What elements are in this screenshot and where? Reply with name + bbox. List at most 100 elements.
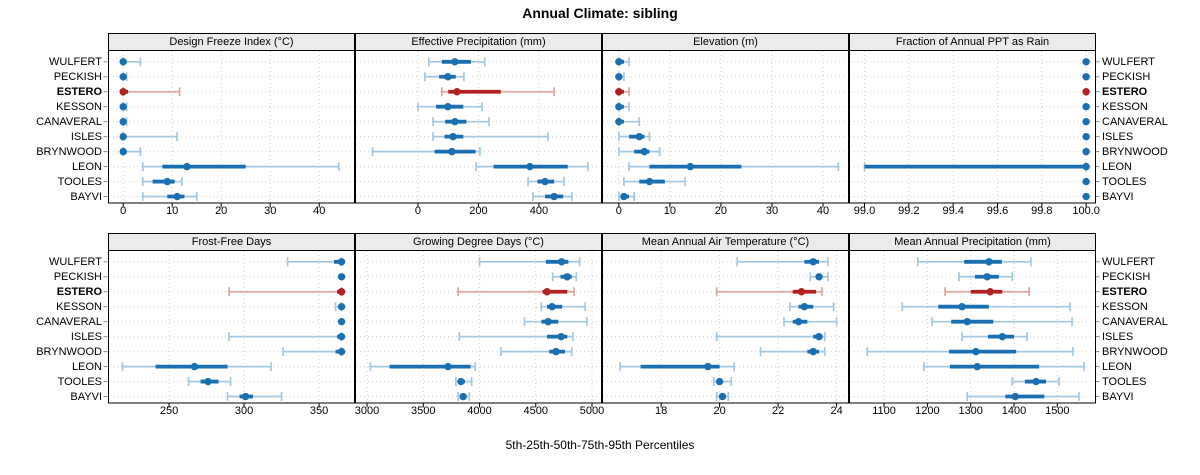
- axis-tick-label: 300: [234, 405, 254, 417]
- axis-tick-label: 4000: [467, 405, 492, 417]
- axis-tick-label: 22: [771, 405, 785, 417]
- median-dot-isles: [998, 332, 1007, 341]
- row-label-left-bayvi: BAYVI: [70, 190, 102, 203]
- median-dot-isles: [635, 132, 643, 141]
- median-dot-kesson: [444, 103, 452, 111]
- axis-tick-label: 99.0: [853, 205, 876, 217]
- median-dot-estero: [119, 88, 127, 96]
- median-dot-wulfert: [337, 258, 346, 266]
- axis-tick-label: 40: [313, 205, 326, 217]
- row-label-right-bayvi: BAYVI: [1102, 390, 1134, 403]
- row-label-left-estero: ESTERO: [56, 285, 102, 298]
- median-dot-isles: [119, 132, 127, 141]
- row-label-right-estero: ESTERO: [1102, 285, 1148, 298]
- median-dot-kesson: [615, 103, 623, 111]
- axis-tick-label: 4500: [523, 405, 548, 417]
- axis-tick-label: 0: [615, 205, 622, 217]
- median-dot-leon: [1082, 162, 1090, 171]
- chart-title: Annual Climate: sibling: [522, 5, 678, 21]
- axis-tick-label: 24: [830, 405, 843, 417]
- median-dot-estero: [797, 288, 806, 296]
- panel-plot-4: [849, 50, 1100, 208]
- median-dot-wulfert: [1082, 58, 1090, 66]
- axis-tick-label: 99.8: [1031, 205, 1053, 217]
- row-label-left-leon: LEON: [72, 160, 102, 173]
- row-label-right-peckish: PECKISH: [1102, 70, 1151, 83]
- median-dot-tooles: [541, 177, 549, 186]
- axis-tick-label: 350: [309, 405, 329, 417]
- axis-tick-label: 10: [663, 205, 676, 217]
- median-dot-bayvi: [1082, 192, 1090, 201]
- panel-plot-2: [355, 50, 602, 208]
- row-label-left-leon: LEON: [72, 360, 102, 373]
- axis-tick-label: 20: [713, 405, 726, 417]
- median-dot-kesson: [958, 303, 966, 311]
- panel-plot-7: [602, 250, 849, 408]
- row-label-right-isles: ISLES: [1102, 130, 1134, 143]
- median-dot-canaveral: [119, 117, 127, 126]
- axis-tick-label: 99.4: [942, 205, 964, 217]
- median-dot-kesson: [1082, 103, 1090, 111]
- panel-strip-title: Elevation (m): [602, 33, 849, 51]
- median-dot-bayvi: [241, 392, 250, 401]
- row-label-right-brynwood: BRYNWOOD: [1102, 345, 1168, 358]
- axis-tick-label: 40: [816, 205, 830, 217]
- row-label-right-peckish: PECKISH: [1102, 270, 1151, 283]
- median-dot-tooles: [1082, 177, 1090, 186]
- panel-plot-1: [103, 50, 355, 208]
- axis-tick-label: 1100: [872, 405, 896, 417]
- median-dot-peckish: [119, 73, 127, 81]
- axis-tick-label: 5000: [579, 405, 605, 417]
- panel-strip-title: Mean Annual Air Temperature (°C): [602, 233, 849, 251]
- row-label-left-isles: ISLES: [70, 330, 102, 343]
- median-dot-isles: [557, 332, 565, 341]
- median-dot-bayvi: [1011, 392, 1020, 401]
- median-dot-leon: [526, 162, 534, 171]
- axis-tick-label: 3000: [354, 405, 380, 417]
- median-dot-kesson: [548, 303, 556, 311]
- median-dot-brynwood: [1082, 147, 1090, 156]
- median-dot-wulfert: [557, 258, 566, 266]
- median-dot-bayvi: [718, 392, 727, 401]
- row-label-right-wulfert: WULFERT: [1102, 255, 1155, 268]
- row-label-left-kesson: KESSON: [56, 100, 102, 113]
- median-dot-estero: [1082, 88, 1090, 96]
- median-dot-bayvi: [550, 192, 558, 201]
- axis-tick-label: 100.0: [1072, 205, 1100, 217]
- axis-tick-label: 400: [529, 205, 549, 217]
- panel-plot-8: [849, 250, 1100, 408]
- panel-plot-6: [355, 250, 602, 408]
- row-label-right-wulfert: WULFERT: [1102, 55, 1155, 68]
- axis-tick-label: 1300: [958, 405, 983, 417]
- row-label-right-brynwood: BRYNWOOD: [1102, 145, 1168, 158]
- axis-tick-label: 20: [714, 205, 728, 217]
- row-label-left-peckish: PECKISH: [53, 270, 102, 283]
- median-dot-kesson: [337, 303, 346, 311]
- median-dot-peckish: [444, 73, 452, 81]
- axis-tick-label: 10: [166, 205, 179, 217]
- median-dot-isles: [337, 332, 346, 341]
- panel-strip-title: Mean Annual Precipitation (mm): [849, 233, 1096, 251]
- median-dot-isles: [1082, 132, 1090, 141]
- row-label-right-canaveral: CANAVERAL: [1102, 315, 1168, 328]
- median-dot-wulfert: [451, 58, 459, 66]
- median-dot-canaveral: [963, 317, 971, 326]
- median-dot-isles: [815, 332, 823, 341]
- median-dot-estero: [453, 88, 461, 96]
- median-dot-bayvi: [620, 192, 628, 201]
- median-dot-bayvi: [459, 392, 467, 401]
- median-dot-leon: [973, 362, 981, 371]
- axis-tick-label: 1200: [915, 405, 940, 417]
- row-label-right-tooles: TOOLES: [1102, 375, 1147, 388]
- row-label-right-kesson: KESSON: [1102, 300, 1148, 313]
- row-label-left-tooles: TOOLES: [57, 375, 102, 388]
- median-dot-canaveral: [1082, 117, 1090, 126]
- median-dot-leon: [704, 362, 712, 371]
- median-dot-canaveral: [794, 317, 803, 326]
- axis-tick-label: 3500: [411, 405, 436, 417]
- row-label-left-canaveral: CANAVERAL: [36, 315, 102, 328]
- panel-strip-title: Frost-Free Days: [108, 233, 355, 251]
- median-dot-brynwood: [448, 147, 456, 156]
- median-dot-leon: [444, 362, 452, 371]
